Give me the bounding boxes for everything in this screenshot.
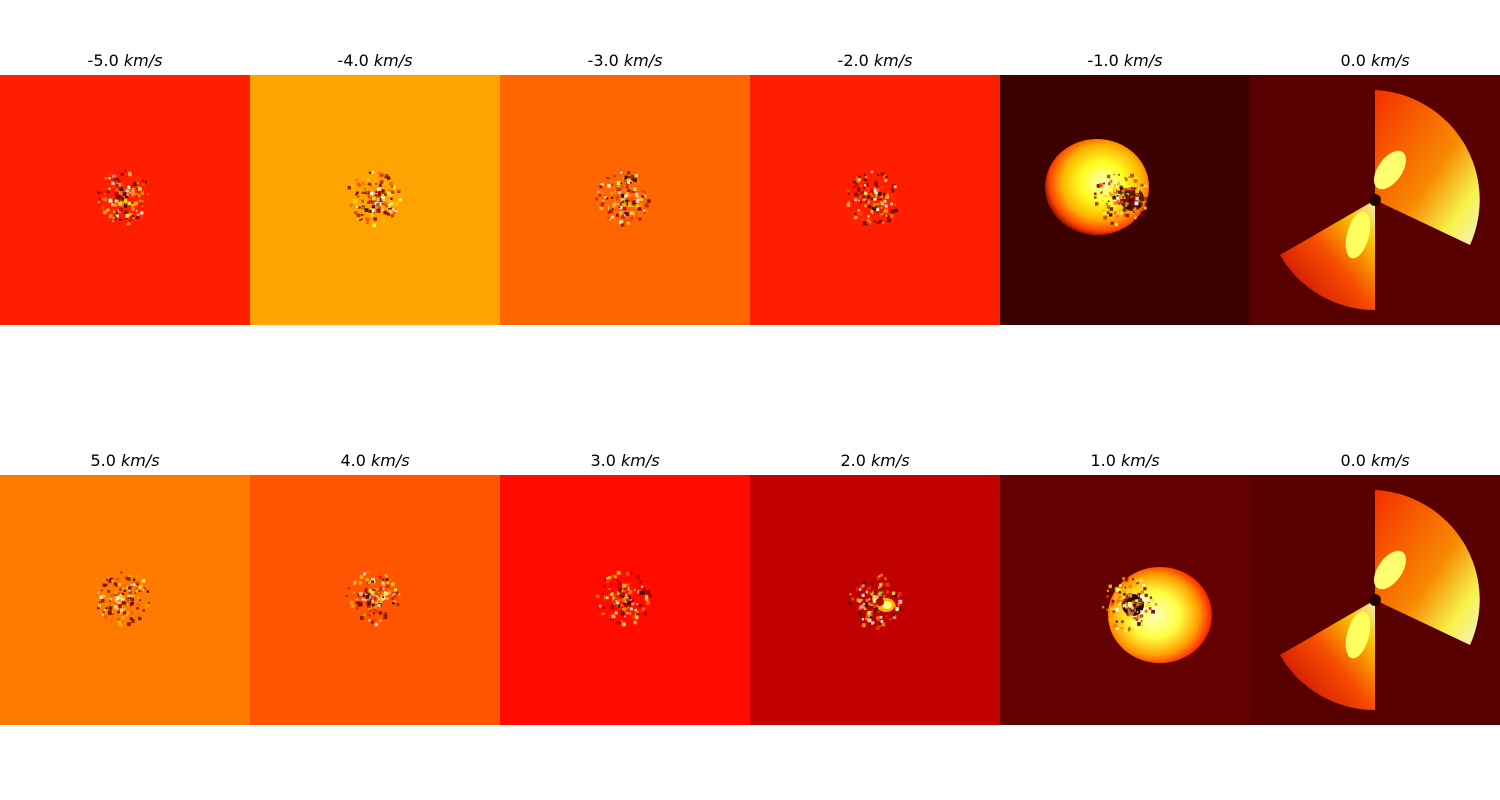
channel-map-svg [500,475,750,725]
channel-map-svg [1000,475,1250,725]
channel-map-image [250,75,500,325]
panel-title: -5.0 km/s [87,51,163,70]
channel-map-image [1000,475,1250,725]
panel-title: -2.0 km/s [837,51,913,70]
channel-map-svg [0,75,250,325]
channel-map-svg [0,475,250,725]
panel-title: -3.0 km/s [587,51,663,70]
panel-title: -4.0 km/s [337,51,413,70]
channel-map-image [500,75,750,325]
panel-title: 3.0 km/s [590,451,660,470]
channel-map-svg [250,475,500,725]
channel-map-image [750,75,1000,325]
panel-title: 0.0 km/s [1340,51,1410,70]
channel-map-image [1250,75,1500,325]
channel-map-svg [250,75,500,325]
channel-map-image [500,475,750,725]
channel-map-svg [1250,475,1500,725]
panel-title: 5.0 km/s [90,451,160,470]
channel-map-svg [1250,75,1500,325]
channel-map-svg [750,75,1000,325]
panel-title: 2.0 km/s [840,451,910,470]
channel-map-svg [1000,75,1250,325]
channel-map-image [1250,475,1500,725]
channel-map-image [0,75,250,325]
channel-map-image [1000,75,1250,325]
channel-map-svg [750,475,1000,725]
panel-title: -1.0 km/s [1087,51,1163,70]
channel-map-image [750,475,1000,725]
channel-map-svg [500,75,750,325]
panel-title: 0.0 km/s [1340,451,1410,470]
panel-title: 4.0 km/s [340,451,410,470]
channel-map-image [0,475,250,725]
panel-title: 1.0 km/s [1090,451,1160,470]
channel-map-image [250,475,500,725]
